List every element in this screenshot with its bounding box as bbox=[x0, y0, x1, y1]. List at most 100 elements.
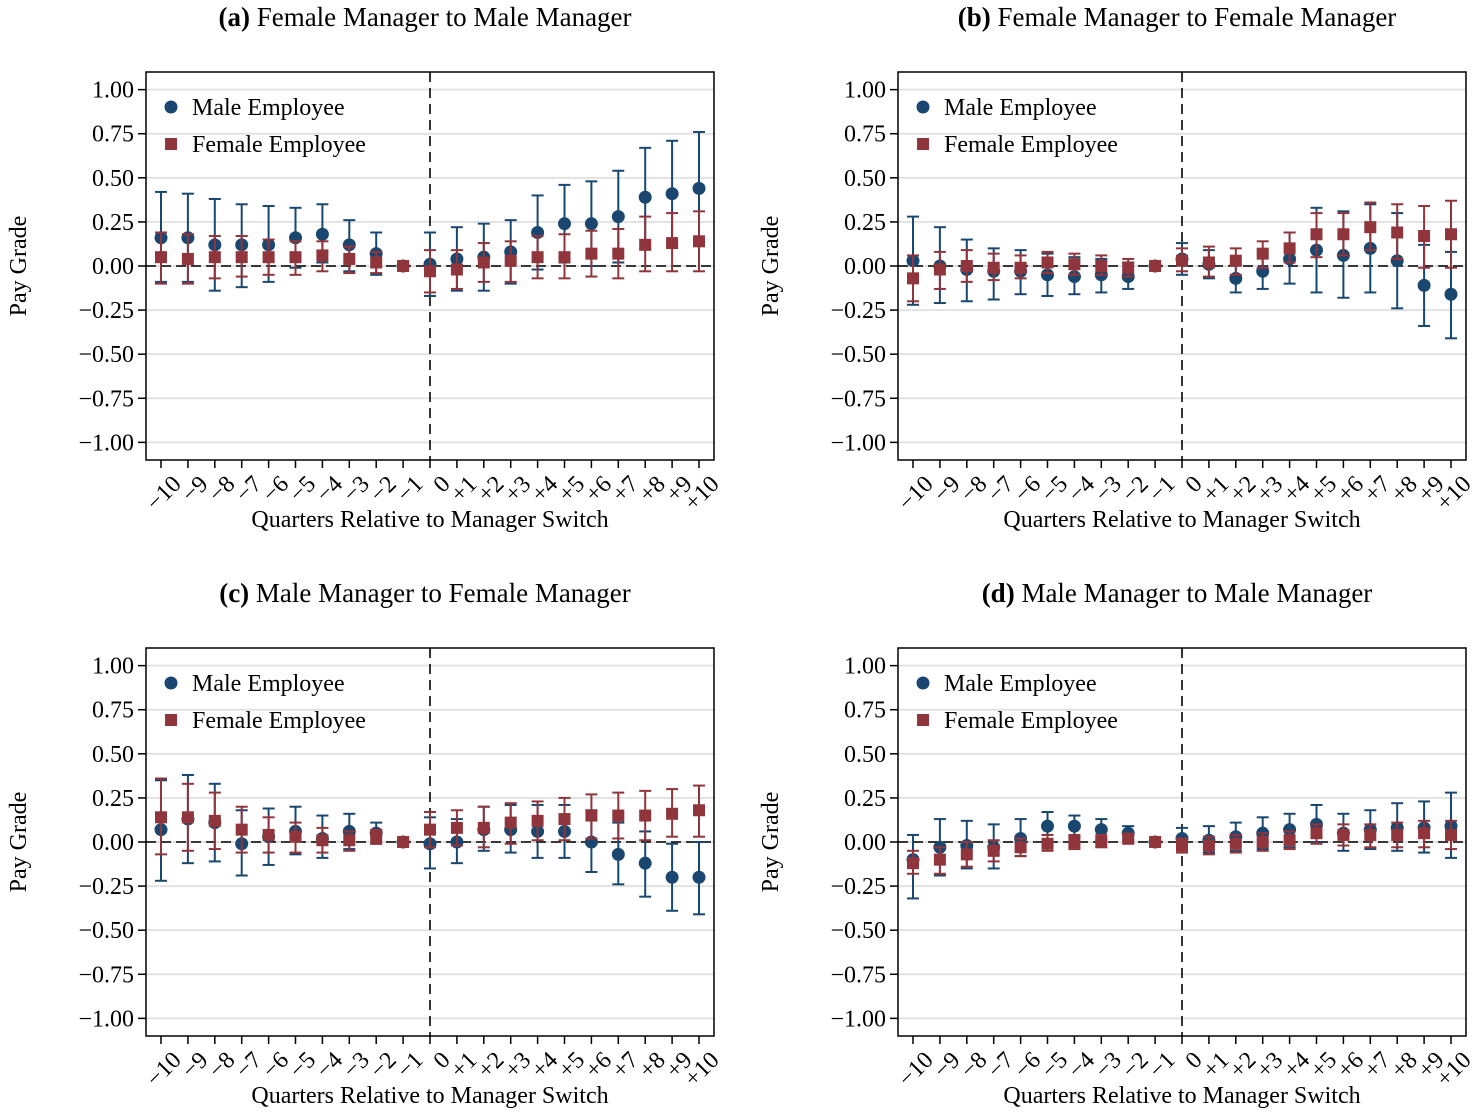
x-tick-label: −10 bbox=[894, 471, 939, 516]
point bbox=[1417, 278, 1431, 292]
point bbox=[531, 814, 544, 827]
x-tick-label: −10 bbox=[142, 471, 187, 516]
y-tick-label: 0.50 bbox=[844, 166, 886, 192]
y-tick-label: 0.25 bbox=[844, 210, 886, 236]
point bbox=[692, 181, 706, 195]
y-tick-label: 0.50 bbox=[92, 166, 134, 192]
y-tick-label: −0.75 bbox=[830, 386, 886, 412]
point bbox=[477, 821, 490, 834]
y-tick-label: −0.25 bbox=[830, 874, 886, 900]
panel-title-text: Female Manager to Female Manager bbox=[997, 2, 1396, 32]
legend-marker bbox=[916, 676, 930, 690]
x-tick-label: −10 bbox=[894, 1047, 939, 1092]
point bbox=[693, 804, 705, 817]
point bbox=[692, 870, 706, 884]
point bbox=[585, 809, 598, 822]
point bbox=[208, 251, 221, 264]
legend-label: Male Employee bbox=[944, 671, 1097, 697]
legend-label: Male Employee bbox=[944, 95, 1097, 121]
point bbox=[316, 249, 329, 262]
y-tick-label: −1.00 bbox=[830, 1006, 886, 1032]
y-tick-label: −0.75 bbox=[78, 386, 134, 412]
legend-marker bbox=[165, 714, 177, 726]
point bbox=[1229, 254, 1242, 267]
point bbox=[1041, 268, 1054, 282]
y-axis-label: Pay Grade bbox=[6, 216, 32, 317]
panel: (a) Female Manager to Male Manager 1.00 0.… bbox=[6, 2, 725, 533]
panel-label: (c) bbox=[219, 578, 249, 608]
x-axis-label: Quarters Relative to Manager Switch bbox=[251, 507, 608, 533]
point bbox=[1418, 827, 1431, 840]
y-tick-label: −0.75 bbox=[830, 962, 886, 988]
panel-title-text: Female Manager to Male Manager bbox=[257, 2, 632, 32]
x-axis-label: Quarters Relative to Manager Switch bbox=[1003, 1083, 1360, 1109]
point bbox=[181, 252, 194, 265]
point bbox=[1445, 828, 1457, 841]
point bbox=[907, 857, 919, 870]
point bbox=[666, 237, 679, 250]
point bbox=[558, 217, 571, 231]
x-axis-label: Quarters Relative to Manager Switch bbox=[1003, 507, 1360, 533]
panel-title: (d) Male Manager to Male Manager bbox=[982, 578, 1373, 608]
point bbox=[208, 814, 221, 827]
point bbox=[584, 217, 598, 231]
y-tick-label: 1.00 bbox=[844, 654, 886, 680]
point bbox=[1444, 287, 1458, 301]
point bbox=[155, 251, 167, 264]
y-tick-label: 0.75 bbox=[844, 698, 886, 724]
point bbox=[1068, 258, 1081, 271]
point bbox=[1283, 823, 1297, 837]
y-tick-label: 0.00 bbox=[844, 830, 886, 856]
point bbox=[342, 238, 356, 252]
point bbox=[1337, 828, 1350, 841]
legend-marker bbox=[917, 714, 929, 726]
legend-marker bbox=[164, 676, 178, 690]
point bbox=[585, 247, 598, 260]
plot-frame bbox=[897, 647, 1467, 1037]
point bbox=[1390, 254, 1404, 268]
title-space bbox=[991, 2, 998, 32]
point bbox=[289, 830, 302, 843]
x-tick-label: −1 bbox=[392, 1047, 428, 1083]
point bbox=[1095, 260, 1108, 272]
y-tick-label: 0.25 bbox=[92, 786, 134, 812]
point bbox=[397, 836, 410, 848]
legend-label: Female Employee bbox=[944, 132, 1118, 158]
point bbox=[370, 830, 383, 843]
panel: (d) Male Manager to Male Manager 1.00 0.75… bbox=[758, 578, 1477, 1109]
point bbox=[666, 807, 679, 820]
x-tick-label: +10 bbox=[680, 471, 725, 516]
title-space bbox=[250, 2, 257, 32]
y-tick-label: 1.00 bbox=[92, 78, 134, 104]
point bbox=[1176, 254, 1188, 267]
y-tick-label: 0.75 bbox=[92, 122, 134, 148]
point bbox=[235, 251, 248, 264]
y-tick-label: 1.00 bbox=[844, 78, 886, 104]
point bbox=[612, 809, 625, 822]
point bbox=[638, 856, 652, 870]
point bbox=[1256, 247, 1269, 260]
point bbox=[693, 235, 705, 248]
legend-marker bbox=[917, 138, 929, 150]
point bbox=[289, 251, 302, 264]
point bbox=[1391, 226, 1404, 239]
point bbox=[424, 265, 436, 278]
point bbox=[1283, 834, 1296, 847]
legend-marker bbox=[164, 100, 178, 114]
panel-label: (d) bbox=[982, 578, 1015, 608]
y-tick-label: 0.75 bbox=[844, 122, 886, 148]
point bbox=[1310, 827, 1323, 840]
point bbox=[1176, 839, 1188, 852]
y-axis-label: Pay Grade bbox=[6, 792, 32, 893]
point bbox=[960, 848, 973, 861]
point bbox=[1418, 230, 1431, 243]
x-tick-label: +10 bbox=[680, 1047, 725, 1092]
point bbox=[639, 238, 652, 251]
y-tick-label: 0.50 bbox=[844, 742, 886, 768]
panel-title: (a) Female Manager to Male Manager bbox=[218, 2, 631, 32]
panel-title-text: Male Manager to Female Manager bbox=[256, 578, 631, 608]
point bbox=[933, 853, 946, 866]
point bbox=[639, 809, 652, 822]
point bbox=[1067, 270, 1081, 284]
x-axis-label: Quarters Relative to Manager Switch bbox=[251, 1083, 608, 1109]
